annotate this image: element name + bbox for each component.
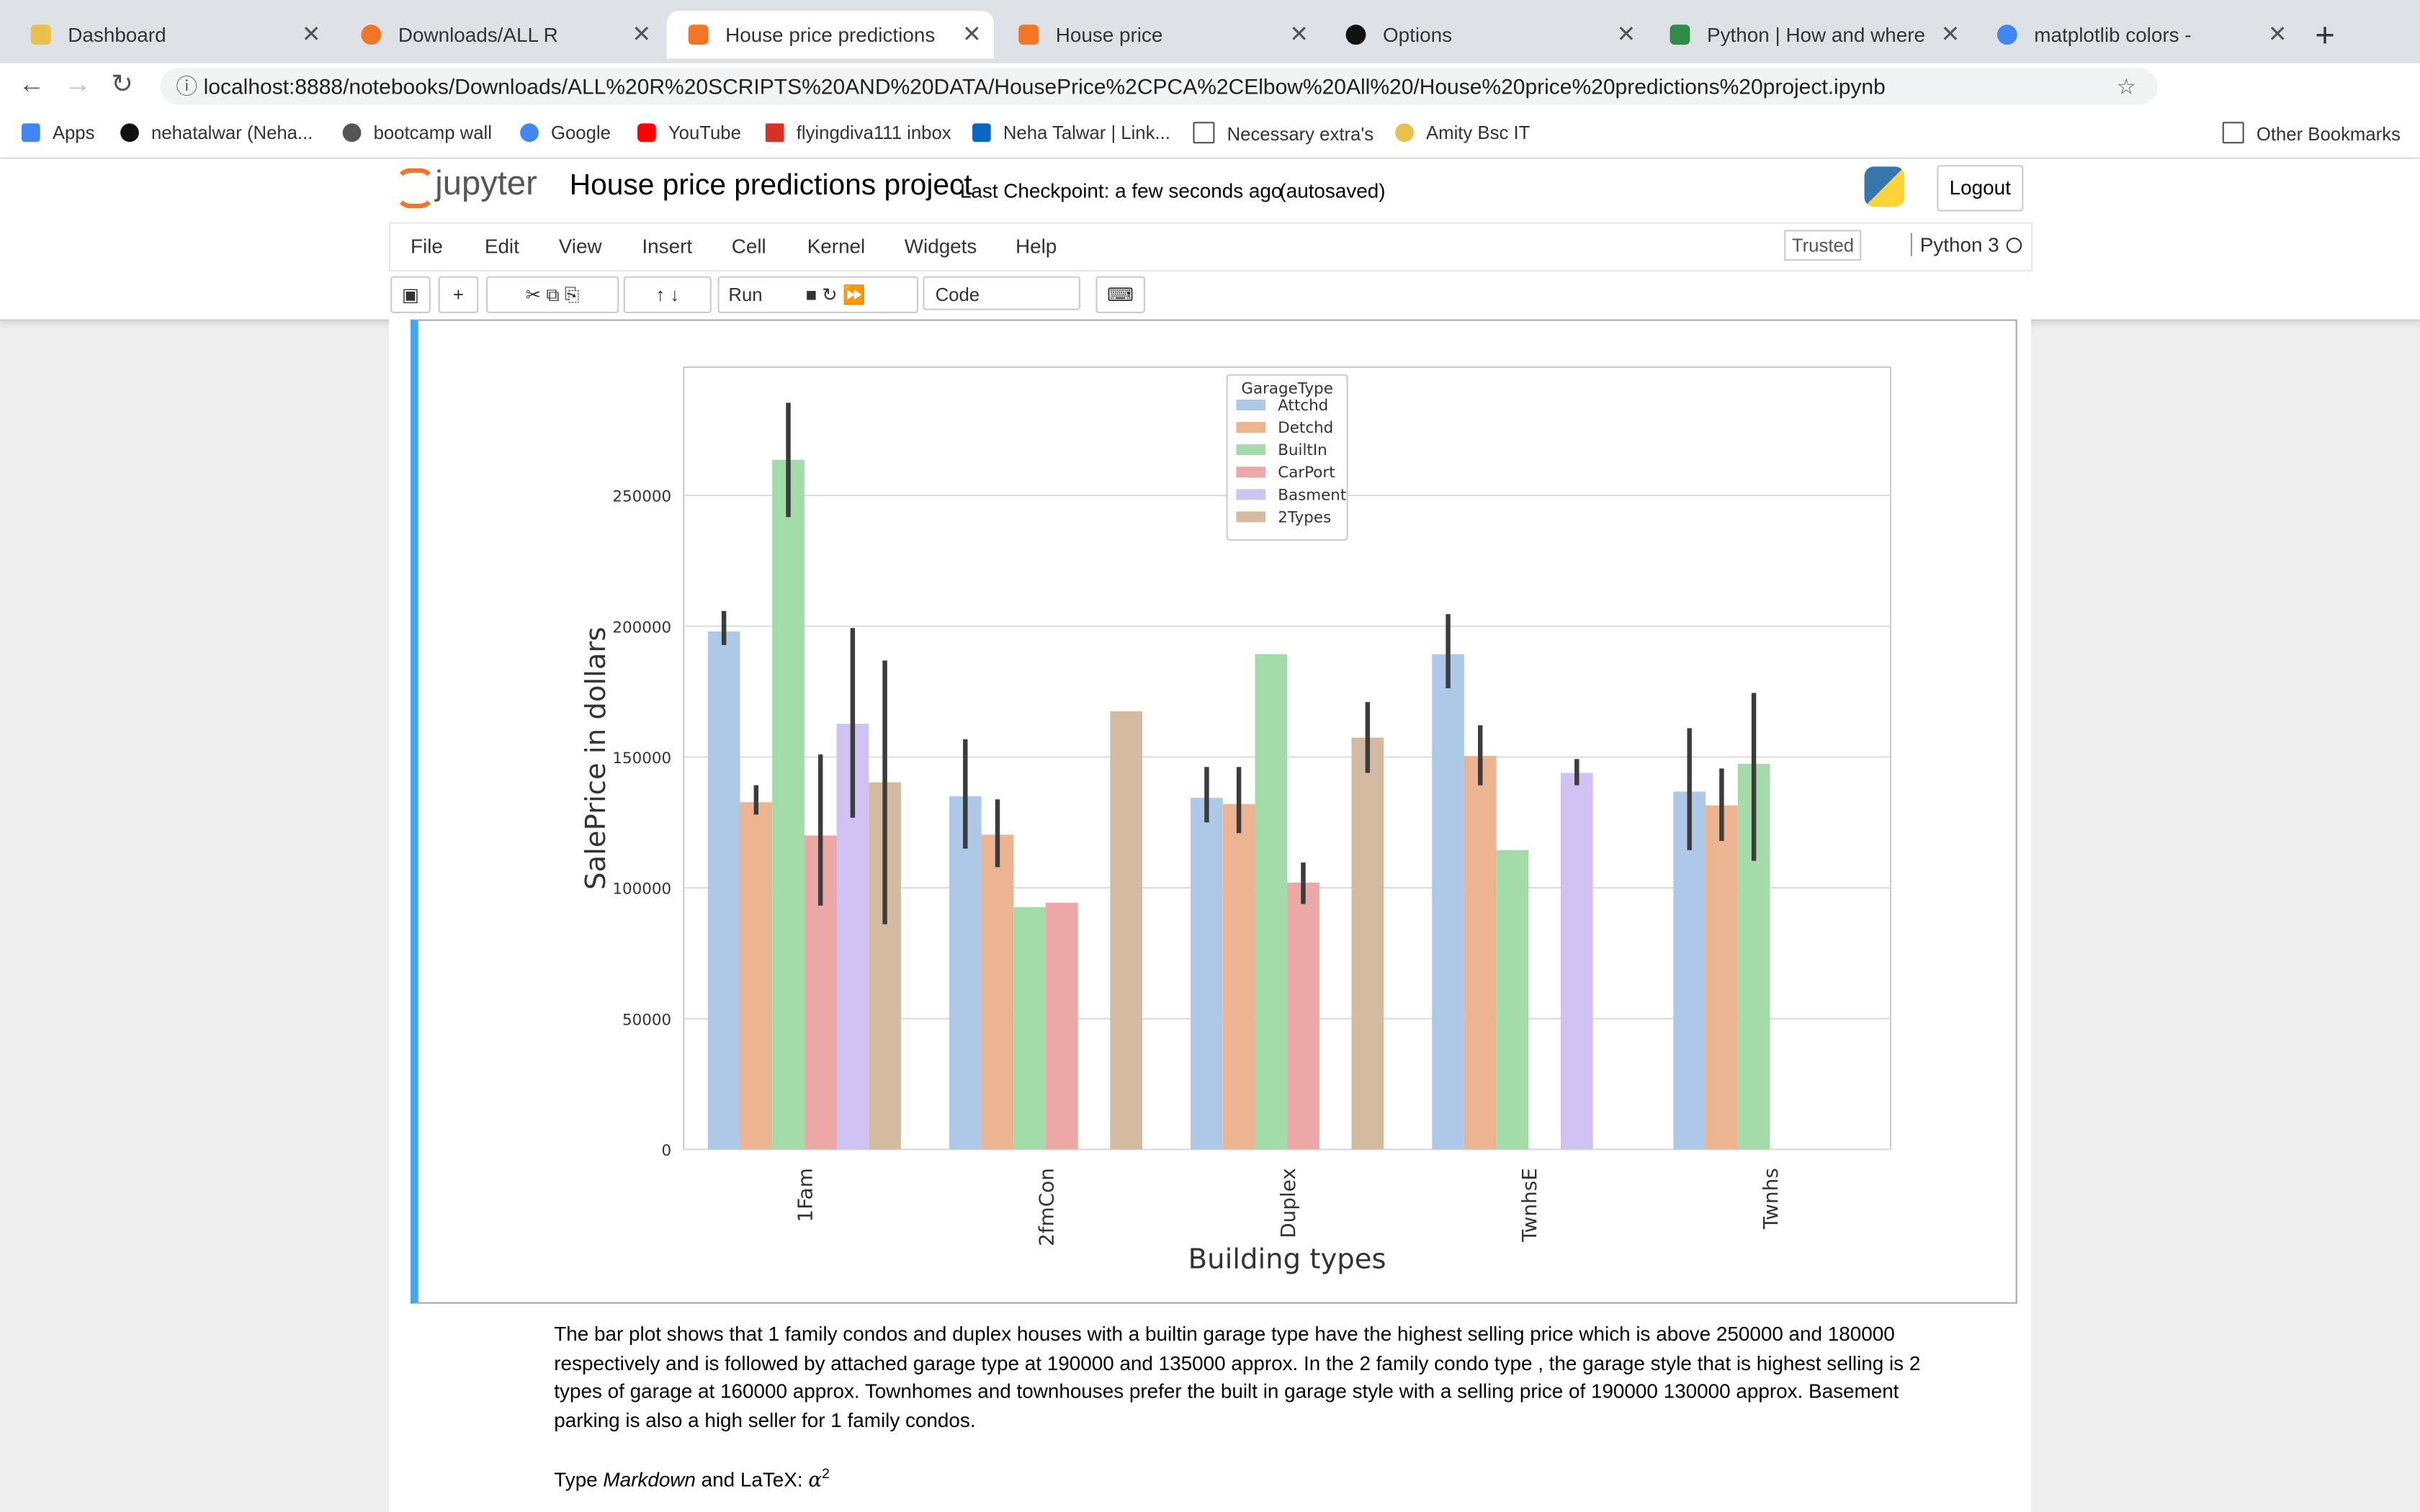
bar	[740, 802, 772, 1149]
legend-swatch	[1236, 511, 1265, 522]
legend-swatch	[1236, 400, 1265, 410]
bar	[1432, 654, 1464, 1150]
bar	[1046, 903, 1078, 1150]
legend-label: BuiltIn	[1278, 441, 1327, 459]
y-tick-label: 250000	[612, 488, 671, 506]
bar	[1013, 907, 1046, 1149]
bar	[1191, 798, 1223, 1149]
legend-swatch	[1236, 489, 1265, 500]
bar	[1352, 738, 1384, 1150]
x-tick-label: 2fmCon	[1035, 1168, 1059, 1246]
bar	[949, 796, 982, 1150]
legend-title: GarageType	[1241, 379, 1333, 397]
legend-label: Basment	[1278, 486, 1346, 504]
legend-label: 2Types	[1278, 508, 1331, 526]
x-tick-label: 1Fam	[794, 1168, 817, 1222]
y-tick-label: 100000	[612, 881, 671, 899]
x-tick-label: Twnhs	[1759, 1168, 1783, 1230]
bar	[1561, 773, 1593, 1150]
legend-label: Attchd	[1278, 397, 1328, 415]
legend-label: Detchd	[1278, 419, 1333, 437]
bar	[1497, 850, 1529, 1150]
legend-swatch	[1236, 422, 1265, 433]
y-tick-label: 50000	[622, 1011, 671, 1029]
bar	[772, 460, 805, 1150]
bar	[1287, 883, 1319, 1150]
bar	[1464, 756, 1497, 1149]
bar	[1110, 711, 1142, 1150]
bar	[982, 834, 1014, 1149]
bar	[1255, 654, 1287, 1150]
bar	[1223, 804, 1255, 1150]
bar	[1706, 806, 1738, 1150]
x-tick-label: TwnhsE	[1518, 1168, 1541, 1243]
x-tick-label: Duplex	[1276, 1168, 1300, 1238]
legend-swatch	[1236, 444, 1265, 455]
legend-label: CarPort	[1278, 464, 1335, 482]
y-axis-label: SalePrice in dollars	[580, 627, 612, 890]
x-axis-label: Building types	[1188, 1243, 1386, 1275]
bar	[708, 631, 740, 1149]
legend-swatch	[1236, 467, 1265, 477]
y-tick-label: 0	[662, 1142, 672, 1160]
y-tick-label: 150000	[612, 750, 671, 768]
y-tick-label: 200000	[612, 618, 671, 636]
